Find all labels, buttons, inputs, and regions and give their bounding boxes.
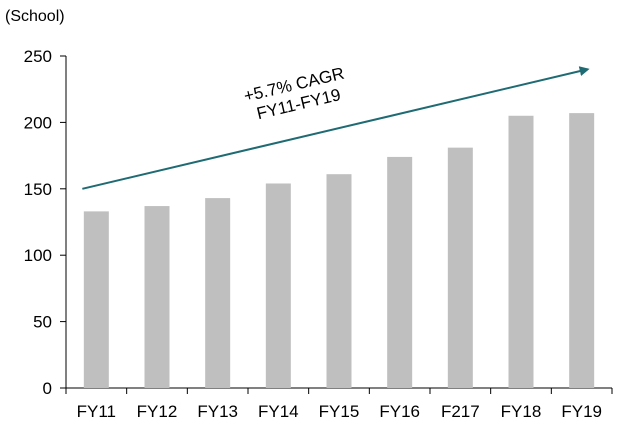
y-tick-label: 0 xyxy=(43,379,52,398)
y-tick-label: 200 xyxy=(24,113,52,132)
y-tick-label: 100 xyxy=(24,246,52,265)
y-tick-label: 50 xyxy=(33,313,52,332)
bar xyxy=(83,211,109,388)
x-tick-label: FY12 xyxy=(137,402,178,421)
bar xyxy=(205,198,231,388)
bar xyxy=(326,174,352,388)
bar xyxy=(447,147,473,388)
x-tick-label: FY14 xyxy=(258,402,299,421)
x-tick-label: FY11 xyxy=(77,402,116,421)
bars xyxy=(83,113,595,388)
category-labels: FY11 FY12 FY13 FY14 FY15 FY16 F217 FY18 FY19 xyxy=(77,402,602,421)
x-tick-label: F217 xyxy=(441,402,480,421)
x-tick-label: FY16 xyxy=(379,402,420,421)
x-tick-label: FY13 xyxy=(197,402,238,421)
y-tick-label: 150 xyxy=(24,180,52,199)
x-tick-label: FY19 xyxy=(561,402,602,421)
annotation-text-group: +5.7% CAGR FY11-FY19 xyxy=(242,64,346,124)
x-tick-label: FY18 xyxy=(501,402,542,421)
bar xyxy=(387,156,413,388)
bar xyxy=(144,206,170,388)
trend-arrow xyxy=(82,66,590,190)
x-axis xyxy=(65,387,613,394)
x-tick-label: FY15 xyxy=(319,402,360,421)
bar xyxy=(508,115,534,388)
y-axis: 0 50 100 150 200 250 xyxy=(24,47,67,398)
unit-label: (School) xyxy=(5,8,65,25)
bar xyxy=(569,113,595,388)
bar xyxy=(265,183,291,388)
y-tick-label: 250 xyxy=(24,47,52,66)
